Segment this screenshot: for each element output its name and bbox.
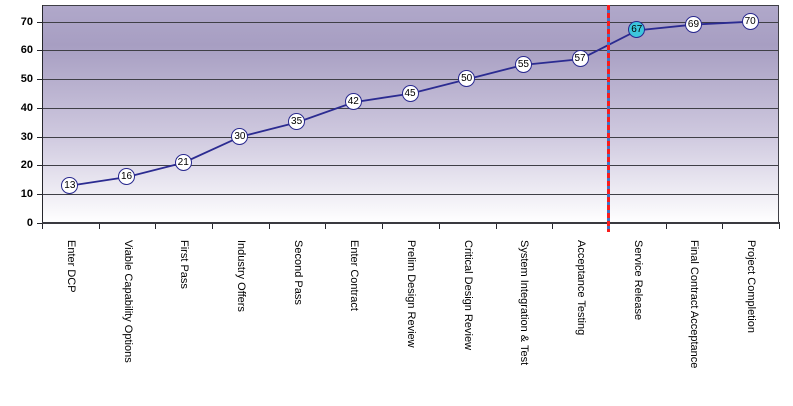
- x-tick-7: [438, 224, 440, 229]
- x-tick-11: [665, 224, 667, 229]
- x-tick-5: [325, 224, 327, 229]
- series-line: [70, 20, 751, 187]
- y-axis-label: 10: [20, 188, 33, 201]
- data-point-marker: 21: [174, 153, 192, 171]
- x-tick-12: [722, 224, 724, 229]
- gridline-20: [42, 165, 779, 167]
- y-axis-label: 70: [20, 15, 33, 28]
- y-axis: [42, 5, 43, 228]
- x-tick-1: [98, 224, 100, 229]
- milestone-dashed-line: [607, 5, 611, 232]
- gridline-50: [42, 79, 779, 81]
- x-tick-0: [42, 224, 43, 229]
- y-tick-0: [37, 223, 42, 224]
- x-tick-2: [155, 224, 157, 229]
- data-point-marker: 45: [401, 84, 419, 102]
- y-axis-label: 30: [20, 130, 33, 143]
- y-axis-label: 0: [26, 217, 33, 229]
- gridline-40: [42, 107, 779, 109]
- data-point-marker: 16: [118, 167, 136, 185]
- data-point-marker: 67: [628, 21, 646, 39]
- y-tick-30: [37, 136, 42, 138]
- y-tick-50: [37, 79, 42, 81]
- gridline-60: [42, 50, 779, 52]
- y-tick-40: [37, 107, 42, 109]
- y-tick-70: [37, 21, 42, 23]
- data-point-marker: 30: [231, 127, 249, 145]
- x-tick-3: [212, 224, 214, 229]
- y-tick-10: [37, 194, 42, 196]
- data-point-marker: 13: [61, 176, 79, 194]
- y-axis-label: 20: [20, 159, 33, 172]
- data-point-marker: 55: [514, 55, 532, 73]
- x-tick-9: [552, 224, 554, 229]
- y-axis-label: 40: [20, 101, 33, 114]
- x-tick-4: [268, 224, 270, 229]
- data-point-marker: 57: [571, 50, 589, 68]
- data-point-marker: 50: [458, 70, 476, 88]
- gridline-30: [42, 136, 779, 138]
- x-tick-13: [779, 224, 780, 229]
- plot-area: [42, 5, 779, 223]
- y-tick-60: [37, 50, 42, 52]
- gridline-70: [42, 21, 779, 23]
- data-point-marker: 70: [741, 12, 759, 30]
- y-axis-label: 50: [20, 73, 33, 86]
- y-tick-20: [37, 165, 42, 167]
- x-tick-6: [382, 224, 384, 229]
- gridline-10: [42, 194, 779, 196]
- x-axis: [42, 222, 780, 224]
- data-point-marker: 35: [288, 113, 306, 131]
- data-point-marker: 42: [344, 93, 362, 111]
- y-axis-label: 60: [20, 44, 33, 57]
- x-tick-8: [495, 224, 497, 229]
- data-point-marker: 69: [684, 15, 702, 33]
